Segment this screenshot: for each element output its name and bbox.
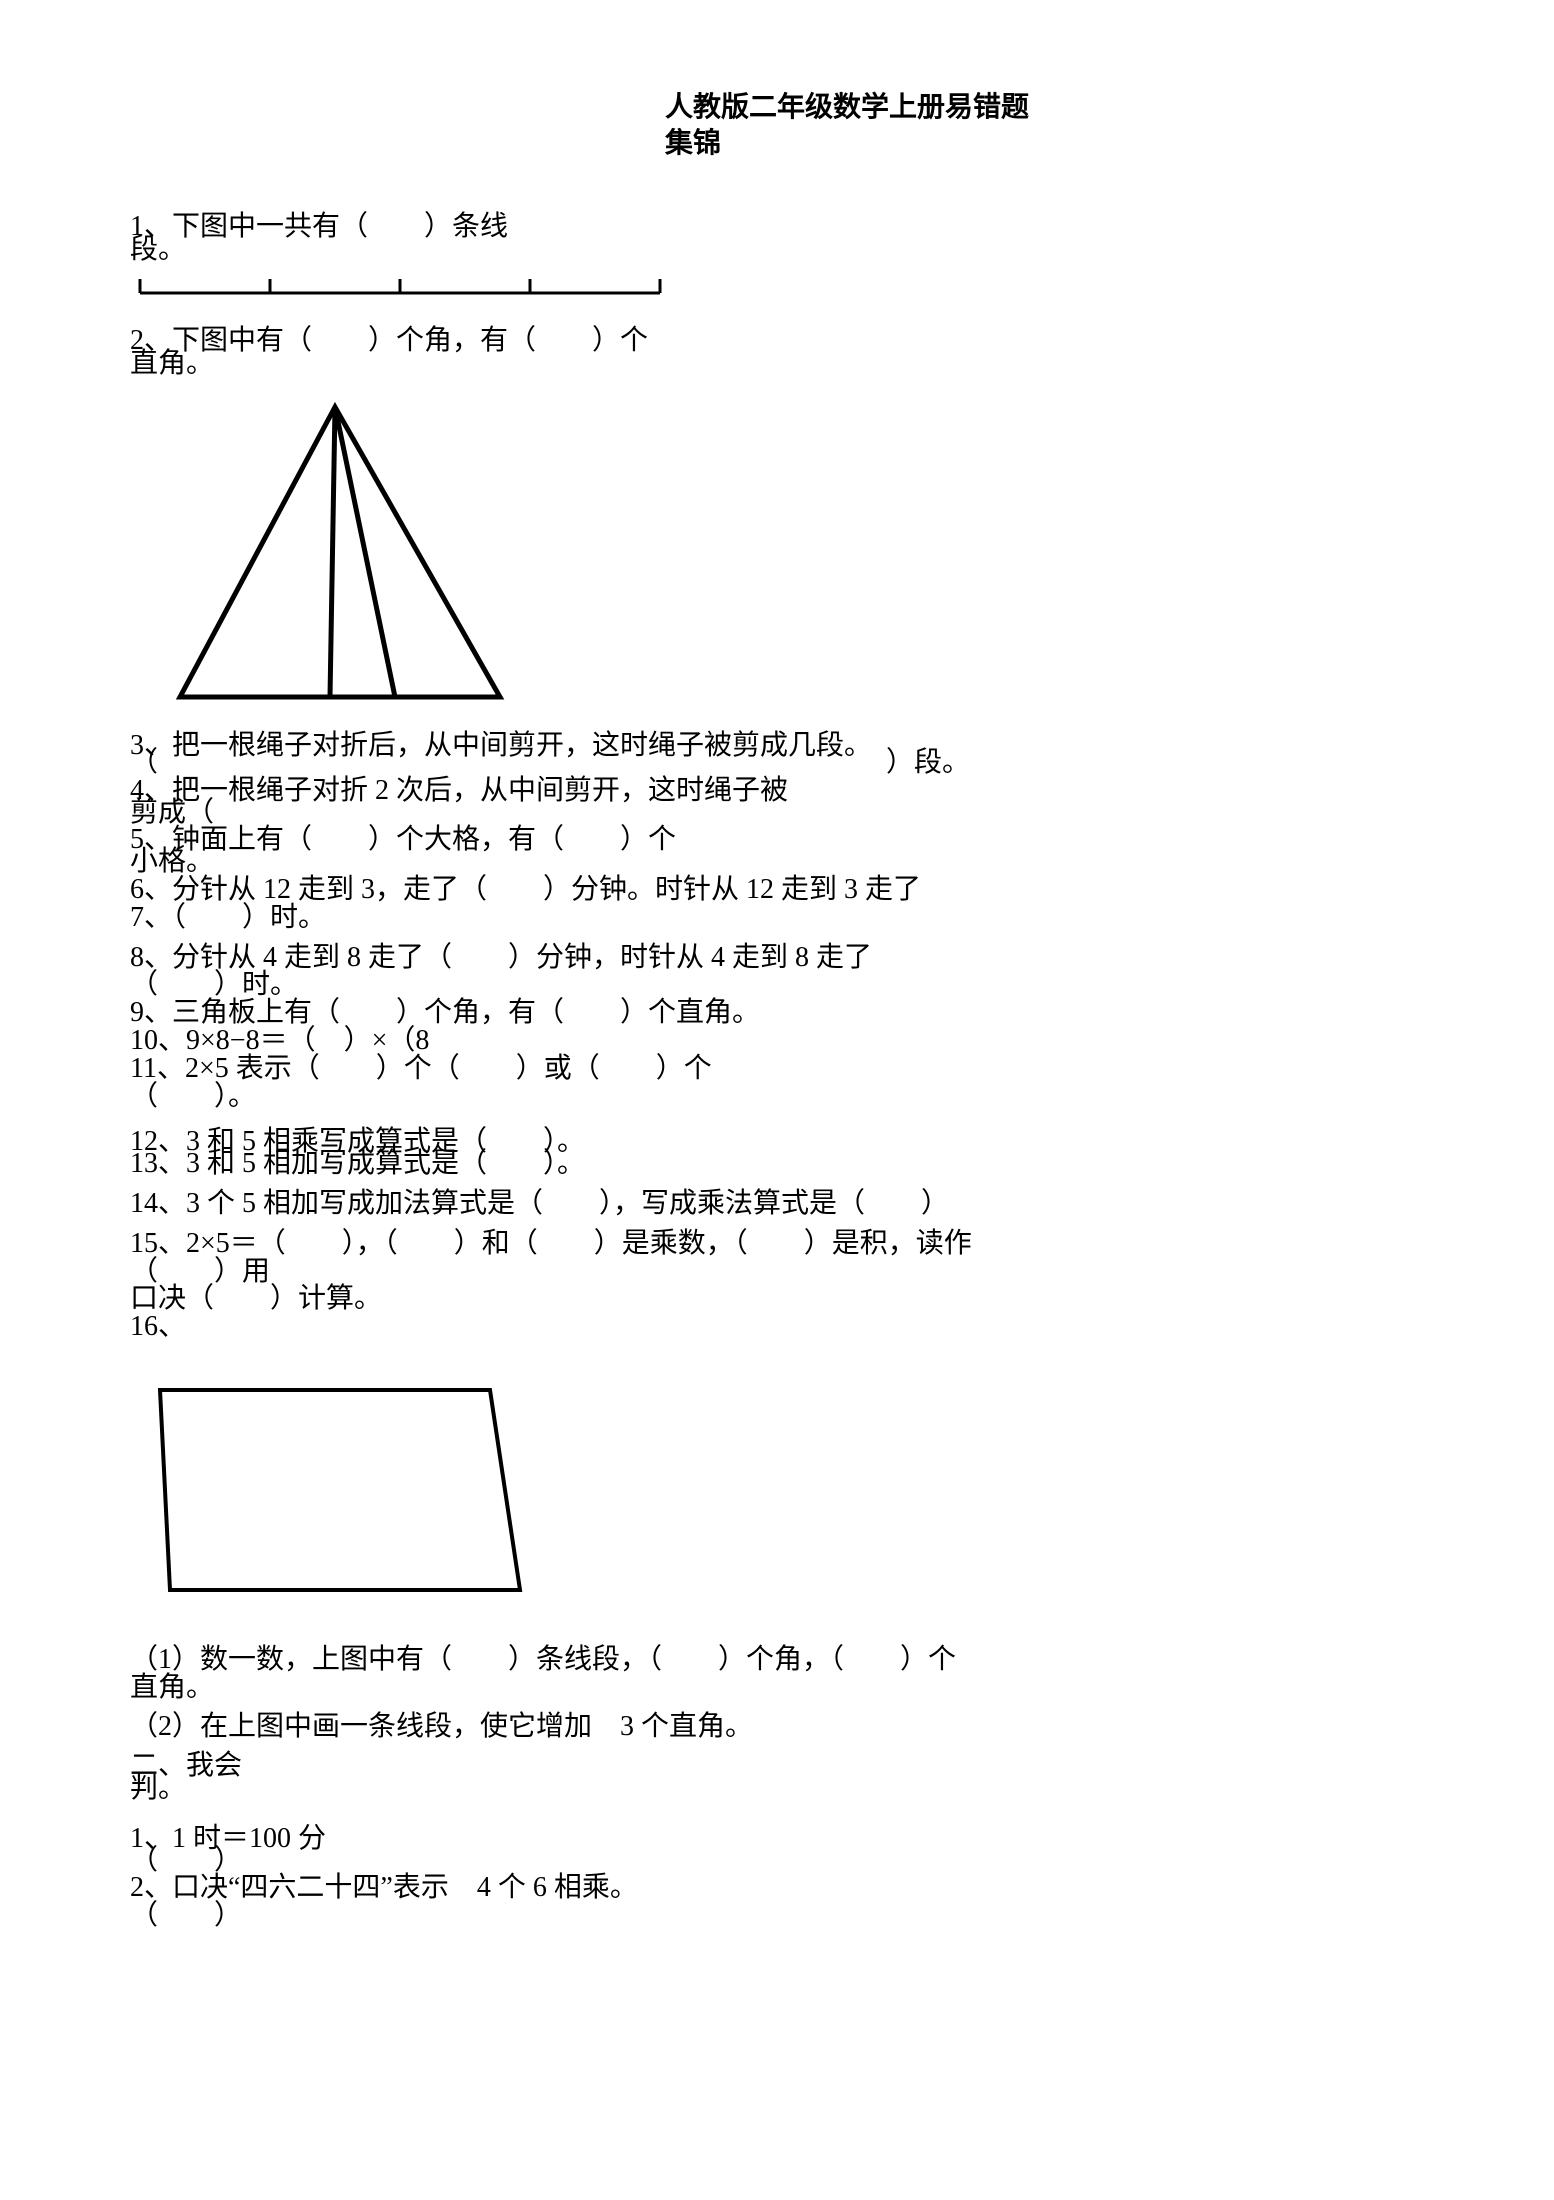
triangle-figure — [130, 387, 1424, 728]
document-body: 1、下图中一共有（ ）条线 段。 2、下图中有（ ）个角，有（ ）个 直角。 3… — [130, 213, 1424, 1935]
section2-b: 判。 — [130, 1770, 1424, 1808]
q13-text-a: 13、3 和 5 相加写成算式是（ ）。 — [130, 1145, 1424, 1183]
triangle-svg — [130, 387, 540, 717]
q16-2: （2）在上图中画一条线段，使它增加 3 个直角。 — [130, 1708, 1424, 1746]
q14-text-a: 14、3 个 5 相加写成加法算式是（ ），写成乘法算式是（ ） — [130, 1185, 1424, 1223]
title-line-2: 集锦 — [665, 128, 721, 159]
document-title: 人教版二年级数学上册易错题 集锦 — [130, 90, 1424, 163]
quad-svg — [130, 1360, 550, 1620]
title-line-1: 人教版二年级数学上册易错题 — [665, 92, 1029, 123]
quad-figure — [130, 1360, 1424, 1631]
ruler-figure — [130, 273, 1424, 324]
ruler-svg — [130, 273, 670, 313]
